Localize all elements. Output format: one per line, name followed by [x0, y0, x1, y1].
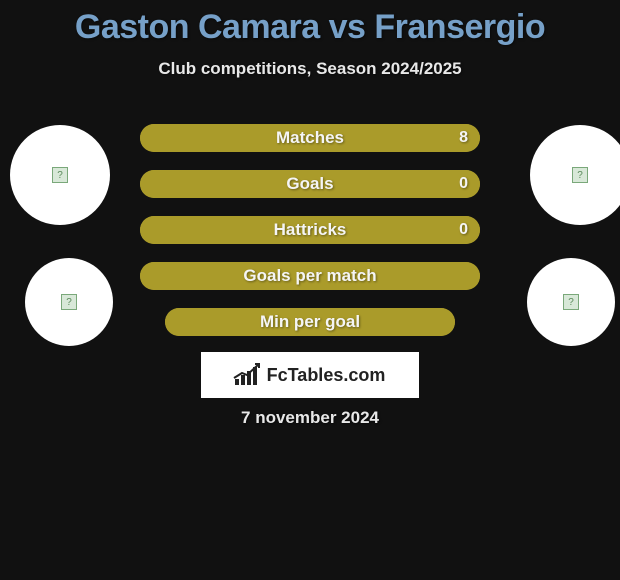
bar-value-right: 0: [459, 175, 468, 193]
broken-image-icon: [563, 294, 579, 310]
broken-image-icon: [572, 167, 588, 183]
bar-value-right: 0: [459, 221, 468, 239]
stat-bar-min-per-goal: Min per goal: [165, 308, 455, 336]
brand-text: FcTables.com: [267, 365, 386, 386]
bar-value-right: 8: [459, 129, 468, 147]
stat-bar-goals-per-match: Goals per match: [140, 262, 480, 290]
broken-image-icon: [61, 294, 77, 310]
date-label: 7 november 2024: [0, 408, 620, 428]
stats-bars: Matches 8 Goals 0 Hattricks 0 Goals per …: [140, 124, 480, 354]
player-circle-top-right: [530, 125, 620, 225]
broken-image-icon: [52, 167, 68, 183]
bar-label: Goals per match: [140, 266, 480, 286]
bar-label: Matches: [140, 128, 480, 148]
player-circle-top-left: [10, 125, 110, 225]
brand-badge: FcTables.com: [201, 352, 419, 398]
player-circle-bottom-right: [527, 258, 615, 346]
stat-bar-matches: Matches 8: [140, 124, 480, 152]
barchart-with-line-icon: [235, 365, 261, 385]
stat-bar-hattricks: Hattricks 0: [140, 216, 480, 244]
player-circle-bottom-left: [25, 258, 113, 346]
page-subtitle: Club competitions, Season 2024/2025: [0, 59, 620, 79]
bar-label: Goals: [140, 174, 480, 194]
page-title: Gaston Camara vs Fransergio: [0, 0, 620, 47]
stat-bar-goals: Goals 0: [140, 170, 480, 198]
bar-label: Hattricks: [140, 220, 480, 240]
bar-label: Min per goal: [165, 312, 455, 332]
